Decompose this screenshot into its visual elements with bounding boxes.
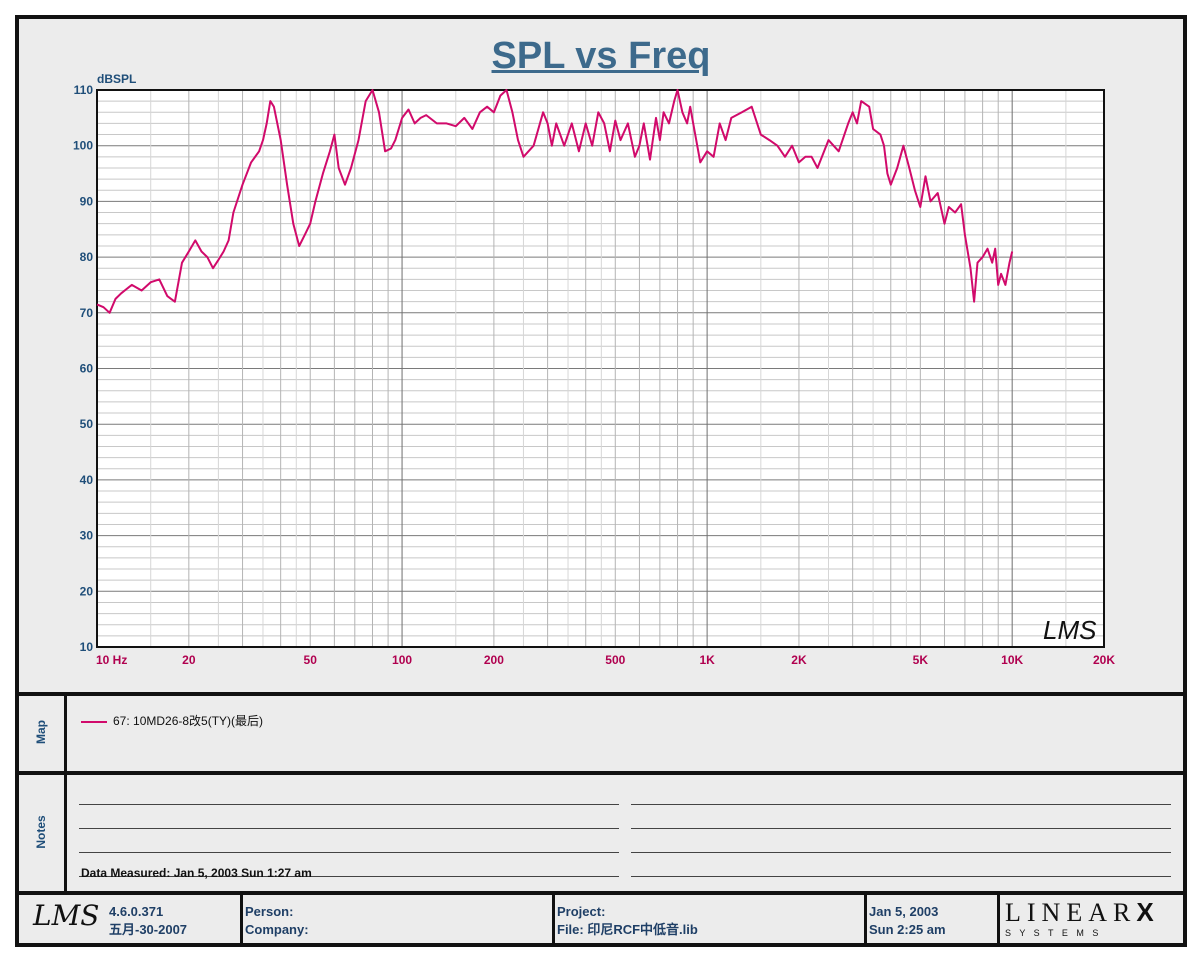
x-tick-label: 20 [182, 653, 196, 667]
y-tick-label: 40 [80, 473, 94, 487]
footer-sep [997, 895, 1000, 943]
timestamp-block: Jan 5, 2003 Sun 2:25 am [869, 903, 995, 947]
spl-chart: 10 20 30 40 50 60 70 80 90 100 110 10 Hz 20 50 100 200… [73, 72, 1115, 667]
brand-x: X [1136, 897, 1160, 927]
chart-divider [19, 692, 1183, 696]
legend: 67: 10MD26-8改5(TY)(最后) [81, 712, 263, 729]
report-frame: SPL vs Freq 10 20 30 40 50 60 70 80 90 100 110 10 … [15, 15, 1187, 947]
y-tick-label: 10 [80, 640, 94, 654]
y-tick-label: 80 [80, 250, 94, 264]
lms-logo: LMS [33, 899, 100, 932]
note-line [631, 876, 1171, 877]
linearx-logo: LINEARX S Y S T E M S [1005, 899, 1175, 943]
note-line [79, 852, 619, 853]
person-label: Person: [245, 904, 294, 919]
map-notes-divider [19, 771, 1183, 775]
version: 4.6.0.371 [109, 904, 164, 919]
file-label: File: 印尼RCF中低音.lib [557, 922, 698, 937]
y-tick-label: 50 [80, 417, 94, 431]
legend-swatch [81, 720, 107, 723]
data-measured: Data Measured: Jan 5, 2003 Sun 1:27 am [81, 866, 312, 880]
x-tick-label: 2K [791, 653, 807, 667]
x-tick-label: 200 [484, 653, 504, 667]
version-block: 4.6.0.371 五月-30-2007 [109, 903, 237, 947]
y-axis-label: dBSPL [97, 72, 136, 86]
y-tick-label: 30 [80, 529, 94, 543]
company-label: Company: [245, 922, 309, 937]
map-divider [64, 696, 67, 771]
build-date: 五月-30-2007 [109, 922, 188, 937]
x-tick-label: 20K [1093, 653, 1115, 667]
y-tick-label: 70 [80, 306, 94, 320]
x-tick-label: 1K [699, 653, 715, 667]
x-tick-label: 5K [913, 653, 929, 667]
notes-divider [64, 775, 67, 891]
report-time: Sun 2:25 am [869, 922, 946, 937]
report-date: Jan 5, 2003 [869, 904, 939, 919]
x-tick-label: 50 [304, 653, 318, 667]
y-tick-label: 100 [73, 139, 93, 153]
note-line [631, 852, 1171, 853]
x-tick-label: 100 [392, 653, 412, 667]
legend-entry: 67: 10MD26-8改5(TY)(最后) [113, 714, 264, 728]
notes-label: Notes [34, 815, 48, 849]
x-tick-label: 10 Hz [96, 653, 127, 667]
footer-divider [19, 891, 1183, 895]
note-line [631, 804, 1171, 805]
y-tick-label: 110 [74, 83, 94, 97]
x-tick-label: 500 [605, 653, 625, 667]
note-line [631, 828, 1171, 829]
chart-title: SPL vs Freq [491, 35, 711, 77]
footer-sep [240, 895, 243, 943]
y-tick-label: 60 [80, 362, 94, 376]
y-tick-label: 90 [80, 194, 94, 208]
footer-sep [552, 895, 555, 943]
note-line [79, 804, 619, 805]
project-block: Project: File: 印尼RCF中低音.lib [557, 903, 862, 947]
x-tick-label: 10K [1001, 653, 1023, 667]
person-block: Person: Company: [245, 903, 550, 947]
lms-watermark: LMS [1043, 615, 1097, 645]
project-label: Project: [557, 904, 606, 919]
plot-border [96, 89, 1105, 648]
footer-sep [864, 895, 867, 943]
brand-top: LINEAR [1005, 898, 1137, 927]
brand-bottom: S Y S T E M S [1005, 928, 1102, 938]
spl-curve [96, 89, 1014, 314]
note-line [79, 876, 619, 877]
map-label: Map [34, 720, 48, 744]
note-line [79, 828, 619, 829]
y-tick-label: 20 [80, 584, 94, 598]
